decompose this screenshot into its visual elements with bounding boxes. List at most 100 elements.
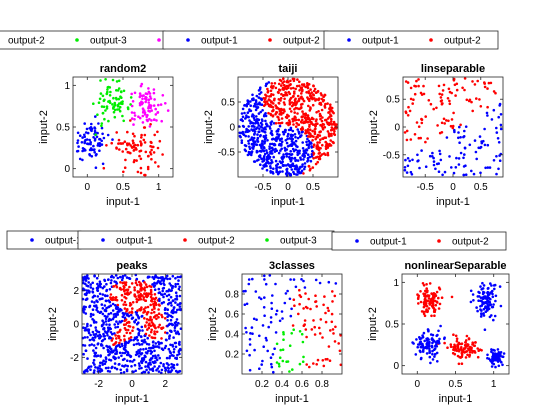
data-point [416,345,420,349]
y-tick-label: 0.5 [386,95,400,106]
data-point [92,148,95,152]
data-point [115,352,118,355]
data-point [321,336,324,339]
data-point [175,324,179,327]
data-point [285,171,289,175]
data-point [327,280,331,284]
data-point [326,306,330,310]
data-point [153,98,156,101]
data-point [324,311,327,315]
data-point [83,141,86,145]
data-point [487,286,490,290]
data-point [153,332,156,336]
data-point [308,365,311,369]
data-point [118,310,121,313]
data-point [115,98,118,101]
data-point [113,362,117,365]
data-point [295,84,299,88]
data-point [239,135,242,139]
data-point [119,307,122,311]
data-point [499,123,503,127]
data-point [274,282,277,286]
data-point [459,123,462,127]
data-point [155,330,159,334]
data-point [437,170,441,173]
data-point [148,284,151,288]
data-point [145,98,148,102]
data-point [404,158,407,162]
data-point [267,81,271,84]
data-point [494,365,497,369]
data-point [143,126,147,129]
data-point [269,316,273,319]
data-point [432,156,435,160]
legend-marker [30,238,34,242]
data-point [175,318,179,321]
data-point [125,314,129,317]
data-point [171,311,175,315]
data-point [296,145,299,149]
data-point [429,102,433,106]
data-point [90,300,94,303]
data-point [78,157,82,161]
data-point [174,369,178,373]
data-point [121,364,124,368]
data-point [102,136,106,140]
data-point [169,318,173,322]
data-point [148,361,152,365]
data-point [263,131,267,134]
data-point [477,299,480,303]
data-point [266,87,269,91]
data-point [292,141,296,144]
data-point [83,282,87,286]
data-point [429,299,433,302]
data-point [490,350,493,354]
data-point [269,166,273,170]
data-point [82,326,85,330]
data-point [275,309,279,313]
data-point [84,279,88,282]
data-point [330,320,334,324]
data-point [149,140,153,144]
data-point [152,340,155,344]
data-point [245,331,248,334]
data-point [492,108,496,112]
data-point [108,327,111,331]
data-point [93,129,97,133]
data-point [146,336,149,340]
y-tick-label: 0 [393,361,399,372]
data-point [296,128,300,131]
data-point [119,90,123,93]
data-point [328,110,331,114]
data-point [246,111,250,114]
data-point [161,289,164,293]
data-point [281,155,284,159]
data-point [297,168,301,172]
data-point [252,317,256,321]
data-point [315,111,318,114]
data-point [275,137,279,141]
data-point [258,296,261,299]
data-point [495,155,498,158]
points-peaks [81,273,183,375]
data-point [260,157,263,160]
data-point [89,324,93,327]
data-point [320,108,324,112]
data-point [301,165,304,168]
data-point [265,168,269,172]
data-point [313,325,317,329]
data-point [136,339,139,342]
data-point [167,347,171,351]
legend-marker [157,38,161,42]
data-point [408,109,412,113]
data-point [469,289,473,293]
data-point [326,130,330,133]
data-point [424,165,428,168]
data-point [332,132,336,135]
data-point [89,333,92,337]
data-point [144,150,148,154]
data-point [176,275,180,279]
data-point [83,149,86,152]
data-point [437,84,441,88]
data-point [330,117,333,121]
